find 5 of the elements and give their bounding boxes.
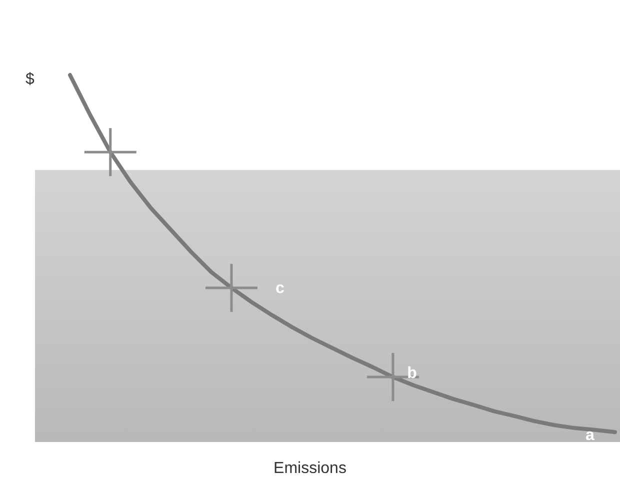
x-axis-title: Emissions xyxy=(274,460,346,477)
annotation: c xyxy=(276,280,285,297)
y-axis-title: $ xyxy=(26,71,35,88)
annotation: a xyxy=(586,427,595,444)
annotation: b xyxy=(407,365,418,382)
